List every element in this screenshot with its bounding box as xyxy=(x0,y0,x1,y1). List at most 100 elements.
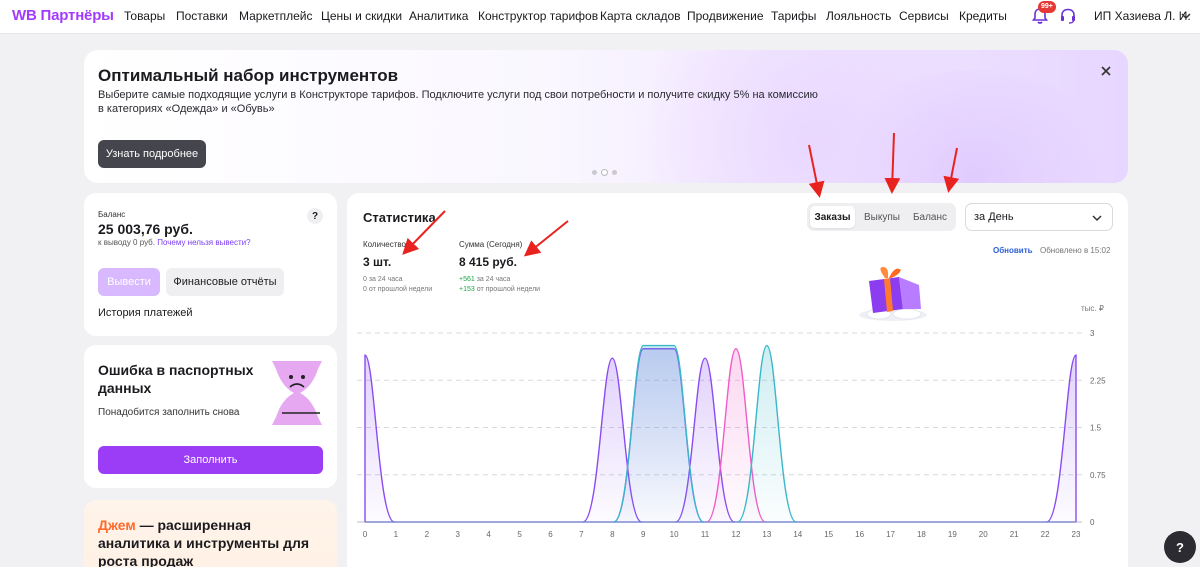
x-tick-label: 0 xyxy=(363,530,368,539)
nav-item[interactable]: Товары xyxy=(124,9,166,23)
sad-hourglass-illustration xyxy=(272,361,322,425)
x-tick-label: 5 xyxy=(517,530,522,539)
nav-item[interactable]: Аналитика xyxy=(409,9,469,23)
tab-buyouts[interactable]: Выкупы xyxy=(864,211,900,223)
help-chat-button[interactable]: ? xyxy=(1164,531,1196,563)
withdraw-button[interactable]: Вывести xyxy=(98,268,160,296)
logo[interactable]: WB Партнёры xyxy=(12,7,114,24)
sum-label: Сумма (Сегодня) xyxy=(459,240,523,249)
y-tick-label: 1.5 xyxy=(1090,424,1102,433)
quantity-note-week: 0 от прошлой недели xyxy=(363,286,433,293)
x-tick-label: 13 xyxy=(762,530,771,539)
payment-history-link[interactable]: История платежей xyxy=(98,307,193,319)
period-value: за День xyxy=(974,211,1014,223)
x-tick-label: 1 xyxy=(394,530,399,539)
banner-text: Выберите самые подходящие услуги в Конст… xyxy=(98,89,818,115)
jam-title-rest: — расширенная аналитика и инструменты дл… xyxy=(98,517,310,567)
x-tick-label: 15 xyxy=(824,530,833,539)
tab-orders[interactable]: Заказы xyxy=(810,206,855,228)
x-tick-label: 6 xyxy=(548,530,553,539)
x-tick-label: 23 xyxy=(1072,530,1081,539)
gift-icon xyxy=(859,267,927,321)
x-tick-label: 20 xyxy=(979,530,988,539)
nav-item[interactable]: Сервисы xyxy=(899,9,949,23)
nav-item[interactable]: Поставки xyxy=(176,9,228,23)
quantity-note-24h: 0 за 24 часа xyxy=(363,276,403,283)
nav-item[interactable]: Лояльность xyxy=(826,9,892,23)
learn-more-button[interactable]: Узнать подробнее xyxy=(98,140,206,168)
balance-card: Баланс 25 003,76 руб. к выводу 0 руб. По… xyxy=(84,193,337,336)
series-area xyxy=(737,345,797,522)
statistics-title: Статистика xyxy=(363,210,436,225)
x-tick-label: 17 xyxy=(886,530,895,539)
carousel-dot[interactable] xyxy=(592,170,597,175)
quantity-label: Количество xyxy=(363,240,406,249)
x-tick-label: 4 xyxy=(486,530,491,539)
series-area xyxy=(1046,355,1076,522)
top-header: WB Партнёры Товары Поставки Маркетплейс Цен… xyxy=(0,0,1200,34)
close-icon[interactable] xyxy=(1100,65,1112,77)
chevron-down-icon[interactable] xyxy=(1180,10,1192,22)
nav-item[interactable]: Цены и скидки xyxy=(321,9,403,23)
fill-button[interactable]: Заполнить xyxy=(98,446,323,474)
series-line xyxy=(613,344,704,523)
nav-item[interactable]: Продвижение xyxy=(687,9,764,23)
refresh-button[interactable]: Обновить xyxy=(993,246,1033,255)
tab-balance[interactable]: Баланс xyxy=(912,211,948,223)
unit-label: тыс. ₽ xyxy=(1081,304,1104,313)
x-tick-label: 18 xyxy=(917,530,926,539)
quantity-value: 3 шт. xyxy=(363,255,392,269)
nav-item[interactable]: Карта складов xyxy=(600,9,681,23)
x-tick-label: 8 xyxy=(610,530,615,539)
sum-change-24h: +561 xyxy=(459,276,475,283)
x-tick-label: 21 xyxy=(1010,530,1019,539)
y-tick-label: 3 xyxy=(1090,329,1095,338)
withdraw-available: к выводу 0 руб. xyxy=(98,238,155,247)
jam-accent: Джем xyxy=(98,517,136,533)
y-tick-label: 0.75 xyxy=(1090,471,1106,480)
x-tick-label: 9 xyxy=(641,530,646,539)
carousel-dot-active[interactable] xyxy=(601,169,608,176)
nav-item[interactable]: Конструктор тарифов xyxy=(478,9,599,23)
jam-promo-card[interactable]: Джем — расширенная аналитика и инструмен… xyxy=(84,500,337,567)
series-area xyxy=(613,345,704,522)
x-tick-label: 2 xyxy=(425,530,430,539)
why-cannot-withdraw-link[interactable]: Почему нельзя вывести? xyxy=(157,238,251,247)
sum-note-week-text: от прошлой недели xyxy=(474,286,541,293)
promo-banner: Оптимальный набор инструментов Выберите … xyxy=(84,50,1128,183)
x-tick-label: 10 xyxy=(670,530,679,539)
y-tick-label: 0 xyxy=(1090,518,1095,527)
balance-label: Баланс xyxy=(98,210,126,219)
x-tick-label: 22 xyxy=(1041,530,1050,539)
period-select[interactable]: за День xyxy=(965,203,1113,231)
sum-note-24h-text: за 24 часа xyxy=(474,276,511,283)
carousel-dot[interactable] xyxy=(612,170,617,175)
updated-time: Обновлено в 15:02 xyxy=(1040,246,1111,255)
help-icon[interactable]: ? xyxy=(307,208,323,224)
series-area xyxy=(365,355,395,522)
nav-item[interactable]: Тарифы xyxy=(771,9,817,23)
nav-item[interactable]: Маркетплейс xyxy=(239,9,313,23)
x-tick-label: 12 xyxy=(732,530,741,539)
sum-note-24h: +561 за 24 часа xyxy=(459,276,510,283)
nav-item[interactable]: Кредиты xyxy=(959,9,1007,23)
carousel-dots xyxy=(592,169,617,176)
headset-icon[interactable] xyxy=(1058,6,1078,26)
series-line xyxy=(1046,354,1077,523)
x-tick-label: 11 xyxy=(701,530,710,539)
passport-error-subtitle: Понадобится заполнить снова xyxy=(98,407,240,418)
user-name[interactable]: ИП Хазиева Л. И. xyxy=(1094,9,1191,23)
passport-error-title: Ошибка в паспортных данных xyxy=(98,362,254,396)
y-tick-label: 2.25 xyxy=(1090,376,1106,385)
chevron-down-icon xyxy=(1092,215,1102,222)
balance-amount: 25 003,76 руб. xyxy=(98,221,193,237)
notifications-badge: 99+ xyxy=(1038,1,1056,13)
sum-value: 8 415 руб. xyxy=(459,255,517,269)
financial-reports-button[interactable]: Финансовые отчёты xyxy=(166,268,284,296)
banner-title: Оптимальный набор инструментов xyxy=(98,66,399,85)
x-tick-label: 14 xyxy=(793,530,802,539)
passport-error-card: Ошибка в паспортных данных Понадобится з… xyxy=(84,345,337,488)
withdraw-info: к выводу 0 руб. Почему нельзя вывести? xyxy=(98,238,251,247)
x-tick-label: 3 xyxy=(456,530,461,539)
